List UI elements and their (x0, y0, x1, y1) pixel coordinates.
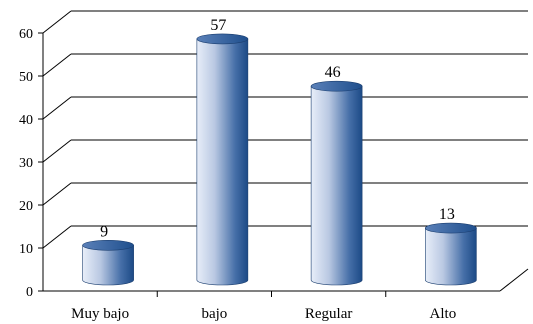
bar (196, 33, 249, 286)
bars: 9 57 46 13 (82, 17, 477, 286)
bar (310, 80, 363, 286)
x-category-label: Alto (430, 306, 457, 322)
bar-body (196, 38, 249, 286)
x-category-label: bajo (201, 306, 227, 322)
bar-top (82, 240, 134, 251)
gridline (42, 10, 528, 34)
gridline (42, 182, 528, 206)
gridline (42, 53, 528, 77)
y-axis-tick-labels: 0 10 20 30 40 50 60 (19, 27, 33, 300)
y-tick-label: 0 (26, 285, 33, 300)
data-label: 46 (325, 64, 341, 81)
axes (38, 32, 529, 297)
data-label: 57 (210, 17, 226, 34)
floor-edge (499, 268, 529, 292)
y-tick-label: 40 (19, 113, 33, 128)
bar (425, 222, 477, 286)
x-axis-category-labels: Muy bajo bajo Regular Alto (71, 306, 456, 322)
bar-body (310, 85, 363, 286)
data-label: 13 (439, 206, 455, 223)
gridline (42, 139, 528, 163)
y-tick-label: 20 (19, 199, 33, 214)
bar-body (425, 227, 477, 286)
x-category-label: Muy bajo (71, 306, 129, 322)
data-label: 9 (100, 223, 108, 240)
gridline (42, 96, 528, 120)
y-tick-label: 10 (19, 242, 33, 257)
y-tick-label: 60 (19, 27, 33, 42)
bar-top (310, 80, 363, 92)
x-category-label: Regular (305, 306, 352, 322)
bar (82, 240, 134, 286)
bar-top (196, 33, 249, 45)
gridlines (42, 10, 528, 249)
y-tick-label: 30 (19, 156, 33, 171)
bar-body (82, 245, 134, 286)
y-tick-label: 50 (19, 70, 33, 85)
bar-top (425, 222, 477, 234)
